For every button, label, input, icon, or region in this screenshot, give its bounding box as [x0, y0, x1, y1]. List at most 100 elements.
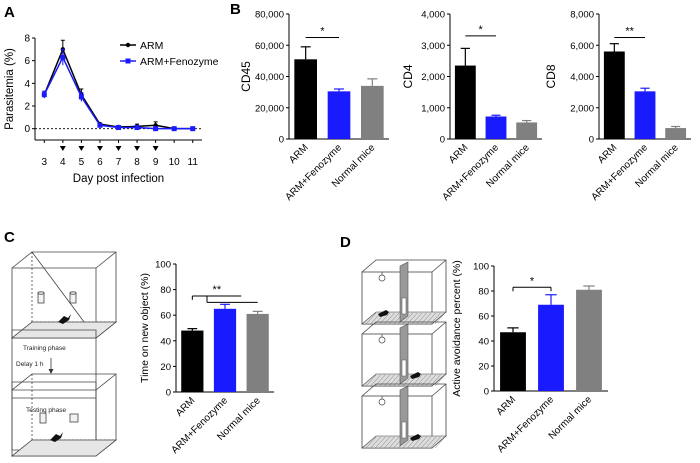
y-tick-label: 4: [24, 79, 30, 90]
light-icon: [378, 336, 386, 344]
light-icon: [378, 398, 386, 406]
data-point: [60, 54, 66, 60]
testing-box-outline: [10, 373, 118, 457]
y-tick-label: 4,000: [421, 10, 445, 21]
y-tick-label: 2,000: [421, 72, 445, 83]
bar-arm-fenozyme: [327, 91, 351, 139]
chart-c-new-object: 0 20 40 60 80 100 Time on new object (%) ARMARM…: [139, 260, 274, 456]
mouse-icon: [58, 314, 71, 324]
significance-marker: **: [213, 284, 222, 296]
y-tick-label: 6,000: [570, 41, 594, 52]
mouse-icon: [410, 434, 421, 441]
y-tick-label: 8,000: [570, 10, 594, 21]
y-tick-label: 60,000: [255, 41, 284, 52]
mouse-icon: [410, 372, 421, 379]
bar-arm: [181, 330, 204, 392]
treatment-marker: [59, 146, 66, 151]
x-tick-label: 9: [153, 157, 159, 168]
significance-marker: *: [479, 24, 484, 36]
floor-hatch: [370, 374, 381, 387]
x-tick-label: 11: [188, 157, 199, 168]
bar-normal-mice: [576, 289, 602, 391]
category-label: ARM+Fenozyme: [169, 395, 230, 456]
y-tick-label: 3,000: [421, 41, 445, 52]
y-tick-label: 40,000: [255, 72, 284, 83]
bar-arm: [454, 65, 476, 139]
shuttle-box-schematics: [361, 259, 447, 449]
y-tick-label: 6: [24, 56, 30, 67]
y-tick-label: 4,000: [570, 72, 594, 83]
floor-hatch: [375, 436, 386, 449]
y-tick-label: 1,000: [421, 103, 445, 114]
x-tick-label: 3: [41, 157, 47, 168]
legend-label-arm: ARM: [140, 40, 163, 52]
light-icon: [378, 274, 386, 282]
bar-arm-fenozyme: [538, 304, 564, 391]
y-tick-label: 80: [478, 287, 489, 298]
y-axis-label: CD4: [401, 64, 415, 88]
y-tick-label: 2: [24, 102, 30, 113]
y-tick-label: 100: [155, 260, 171, 271]
shuttle-box-edge: [431, 321, 447, 335]
x-tick-label: 6: [97, 157, 103, 168]
category-label: ARM: [287, 142, 311, 166]
bar-arm: [603, 51, 625, 139]
treatment-marker: [96, 146, 103, 151]
treatment-marker: [78, 146, 85, 151]
data-point: [171, 126, 177, 132]
floor-hatch: [379, 436, 390, 449]
chart-a-parasitemia: 0 2 4 6 8 3 4 5 6 7 8 9 10 11 Day post infection Parasi…: [4, 34, 219, 186]
category-label: ARM: [447, 142, 471, 166]
training-box-schematic: [10, 251, 118, 339]
floor-hatch: [421, 436, 432, 449]
divider-door: [401, 421, 407, 439]
y-tick-label: 80,000: [255, 10, 284, 21]
chart-d-active-avoidance: 0 20 40 60 80 100 Active avoidance percent (%)…: [451, 260, 608, 455]
x-tick-label: 7: [116, 157, 122, 168]
bar-arm-fenozyme: [213, 308, 237, 392]
floor-hatch: [388, 436, 400, 449]
panel-label-c: C: [4, 229, 15, 246]
panel-label-a: A: [4, 4, 15, 21]
x-tick-label: 5: [79, 157, 85, 168]
panel-label-d: D: [340, 234, 351, 251]
y-tick-label: 0: [440, 135, 445, 146]
data-point: [41, 92, 47, 98]
y-tick-label: 60: [478, 312, 489, 323]
treatment-marker: [115, 146, 122, 151]
floor-hatch: [365, 436, 377, 449]
testing-phase-label: Testing phase: [26, 407, 66, 414]
significance-marker: *: [530, 275, 535, 287]
y-axis-label: CD45: [239, 61, 253, 92]
bar-normal-mice: [246, 313, 269, 392]
bar-arm-fenozyme: [634, 91, 656, 139]
y-tick-label: 0: [589, 135, 594, 146]
category-label: ARM+Fenozyme: [283, 142, 344, 203]
shuttle-box-edge: [431, 383, 447, 397]
chart-b-cd4: 01,0002,0003,0004,000CD4ARMARM+FenozymeN…: [401, 10, 542, 203]
bar-arm-fenozyme: [485, 116, 507, 139]
significance-marker: **: [625, 25, 634, 37]
x-tick-label: 4: [60, 157, 66, 168]
y-axis-label: CD8: [544, 64, 558, 88]
bar-normal-mice: [665, 128, 687, 139]
y-tick-label: 2,000: [570, 103, 594, 114]
mouse-icon: [50, 432, 63, 442]
y-tick-label: 60: [160, 311, 171, 322]
category-label: ARM: [174, 395, 198, 419]
data-point: [116, 125, 121, 131]
data-point: [190, 126, 196, 132]
y-tick-label: 100: [473, 262, 489, 273]
category-label: ARM: [495, 394, 519, 418]
y-tick-label: 8: [24, 34, 30, 45]
y-tick-label: 0: [279, 135, 284, 146]
category-label: ARM: [596, 142, 620, 166]
y-tick-label: 0: [484, 387, 489, 398]
y-tick-label: 0: [24, 124, 30, 135]
bar-arm: [294, 59, 317, 139]
bar-normal-mice: [361, 85, 384, 139]
category-label: ARM+Fenozyme: [440, 142, 501, 203]
y-tick-label: 80: [160, 285, 171, 296]
data-point: [78, 94, 84, 100]
y-axis-label: Time on new object (%): [139, 273, 151, 383]
